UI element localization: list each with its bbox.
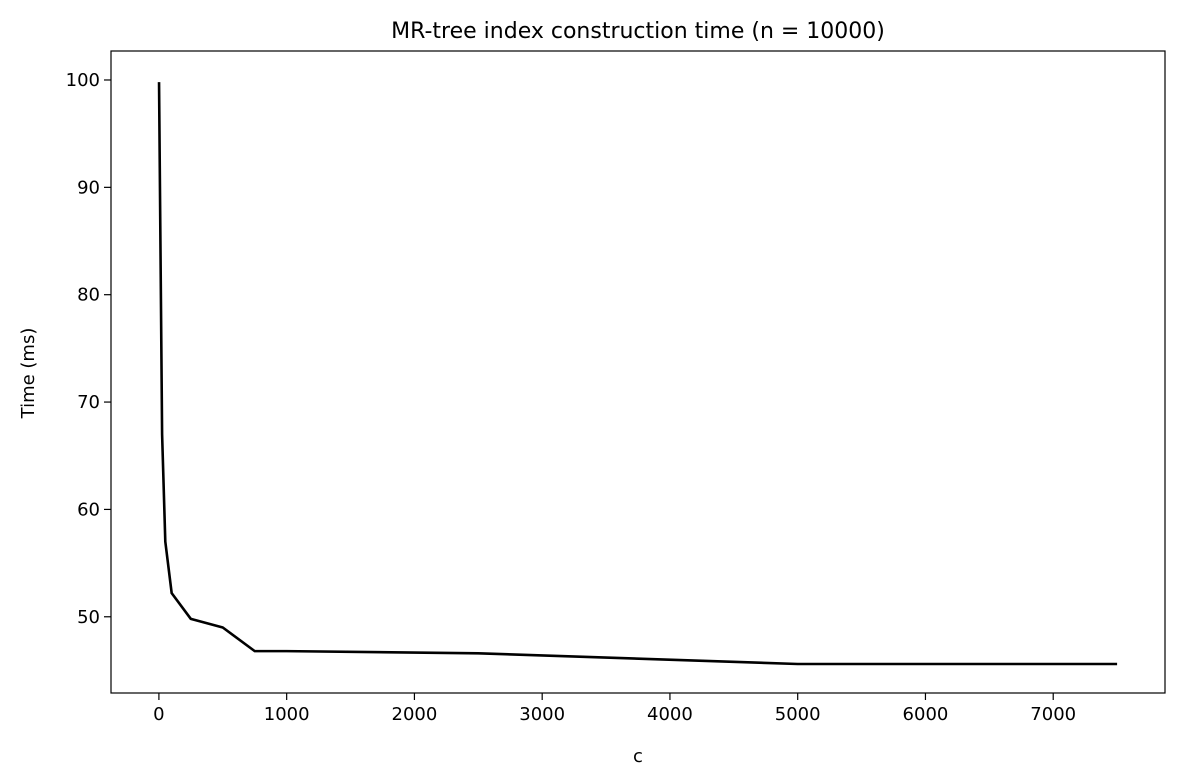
y-axis-label: Time (ms) (18, 328, 39, 420)
x-tick-label: 5000 (775, 704, 821, 725)
x-tick-label: 1000 (264, 704, 310, 725)
x-axis-label: c (633, 746, 643, 767)
x-tick-label: 7000 (1030, 704, 1076, 725)
x-tick-label: 2000 (392, 704, 438, 725)
series-line (157, 82, 1118, 666)
x-tick-label: 0 (153, 704, 164, 725)
y-tick-label: 50 (77, 607, 100, 628)
y-tick-label: 70 (77, 392, 100, 413)
series-layer (157, 82, 1118, 666)
x-tick-label: 4000 (647, 704, 693, 725)
y-tick-label: 60 (77, 499, 100, 520)
y-tick-label: 100 (66, 70, 100, 91)
x-tick-label: 6000 (903, 704, 949, 725)
chart-title: MR-tree index construction time (n = 100… (391, 19, 885, 44)
y-axis-ticks: 50 60 70 80 90 100 (66, 70, 111, 628)
x-tick-label: 3000 (519, 704, 565, 725)
y-tick-label: 90 (77, 177, 100, 198)
y-tick-label: 80 (77, 285, 100, 306)
plot-area-frame (110, 50, 1166, 694)
x-axis-ticks: 0 1000 2000 3000 4000 5000 6000 7000 (153, 693, 1076, 725)
